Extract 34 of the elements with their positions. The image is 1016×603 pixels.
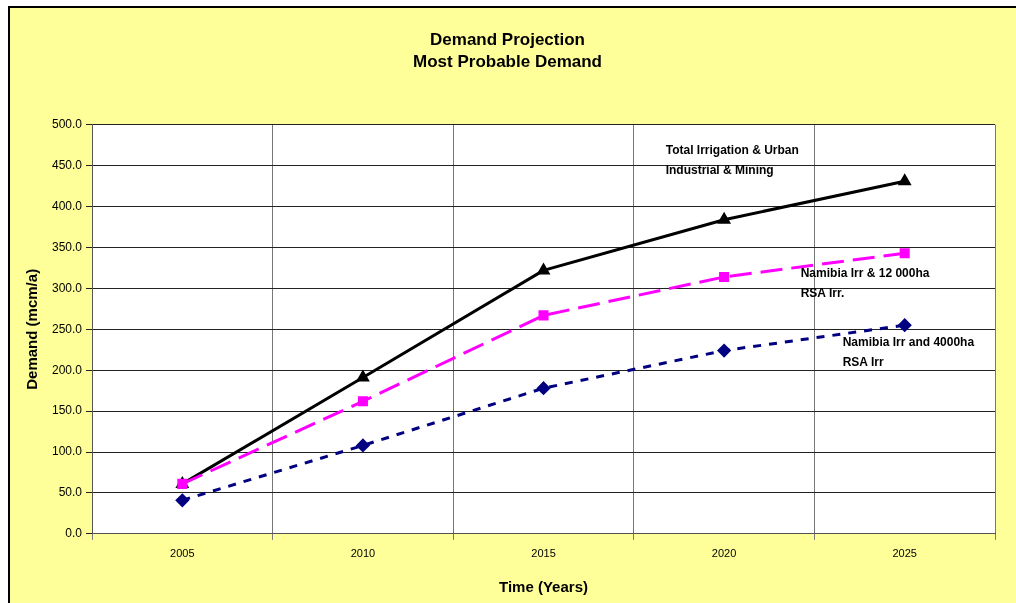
chart-subtitle: Most Probable Demand (413, 52, 602, 72)
point (537, 263, 550, 275)
y-tick-label: 0.0 (65, 526, 83, 541)
y-tick-label: 150.0 (52, 403, 83, 418)
x-tick-label: 2010 (350, 547, 376, 560)
series-label: Namibia Irr and 4000ha RSA Irr (842, 335, 975, 370)
chart-title: Demand Projection (430, 29, 585, 49)
point (898, 174, 911, 186)
x-tick-label: 2025 (892, 547, 917, 560)
y-tick-label: 400.0 (52, 198, 83, 213)
y-axis-title: Demand (mcm/a) (23, 268, 41, 390)
point (898, 318, 912, 332)
y-tick-label: 300.0 (52, 280, 83, 295)
y-tick-label: 350.0 (52, 239, 83, 254)
point (538, 310, 549, 321)
x-tick-label: 2015 (531, 547, 556, 560)
point (537, 381, 551, 395)
point (356, 438, 370, 452)
y-tick-label: 100.0 (52, 444, 83, 459)
point (175, 493, 189, 507)
x-tick-label: 2005 (170, 547, 195, 560)
y-tick-label: 200.0 (52, 362, 83, 377)
series-label: Namibia Irr & 12 000ha RSA Irr. (800, 266, 930, 301)
y-tick-label: 500.0 (52, 117, 83, 132)
x-axis-title: Time (Years) (499, 578, 588, 596)
x-tick-label: 2020 (711, 547, 737, 560)
y-tick-label: 50.0 (58, 485, 83, 500)
point (899, 248, 910, 259)
text: Total Irrigation & Urban Industrial & Mining (665, 143, 799, 178)
point (719, 271, 730, 282)
y-tick-label: 250.0 (52, 321, 83, 336)
point (717, 344, 731, 358)
point (357, 396, 368, 407)
y-tick-label: 450.0 (52, 158, 83, 173)
